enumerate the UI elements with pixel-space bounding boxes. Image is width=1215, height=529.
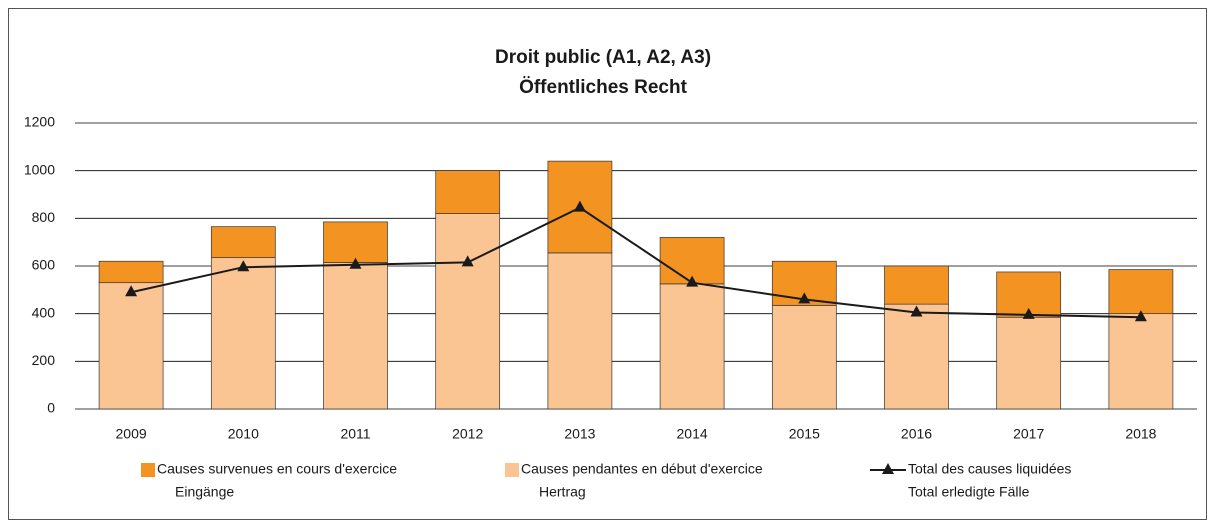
legend-label: Total erledigte Fälle <box>908 484 1030 500</box>
line-series <box>130 206 1141 319</box>
x-tick-label: 2017 <box>1013 426 1044 442</box>
line-marker <box>1022 307 1035 319</box>
bar-segment <box>1108 269 1174 315</box>
bar-segment <box>435 213 501 410</box>
line-marker <box>798 292 811 304</box>
line-marker <box>461 255 474 267</box>
x-tick-label: 2018 <box>1125 426 1156 442</box>
y-tick-label: 1200 <box>24 114 55 130</box>
bar-segment <box>1108 313 1174 410</box>
bar-segment <box>210 226 276 259</box>
bar-segment <box>323 262 388 410</box>
y-tick-label: 200 <box>32 352 56 368</box>
legend-swatch <box>505 463 519 477</box>
legend-label: Hertrag <box>539 484 586 500</box>
line-marker <box>573 200 586 212</box>
bar-segment <box>547 252 613 410</box>
x-tick-label: 2013 <box>564 426 595 442</box>
bar-segment <box>659 283 725 410</box>
legend-label: Causes survenues en cours d'exercice <box>157 461 397 477</box>
y-tick-label: 600 <box>32 257 56 273</box>
x-tick-label: 2014 <box>677 426 708 442</box>
legend-label: Causes pendantes en début d'exercice <box>521 461 763 477</box>
x-tick-label: 2009 <box>116 426 147 442</box>
bar-segment <box>210 257 276 410</box>
line-marker <box>1134 310 1147 322</box>
line-marker <box>349 257 362 269</box>
chart-subtitle: Öffentliches Recht <box>519 77 688 98</box>
line-marker <box>125 285 138 297</box>
legend-marker <box>882 463 894 474</box>
line-marker <box>237 260 250 272</box>
x-tick-label: 2012 <box>452 426 483 442</box>
line-marker <box>686 275 699 287</box>
y-tick-label: 800 <box>32 209 56 225</box>
bar-segment <box>98 260 164 284</box>
y-tick-label: 400 <box>32 304 56 320</box>
legend-label: Eingänge <box>175 484 234 500</box>
x-tick-label: 2011 <box>340 426 370 442</box>
x-tick-label: 2010 <box>228 426 259 442</box>
bar-segment <box>98 282 164 410</box>
bar-segment <box>884 265 949 305</box>
x-tick-label: 2015 <box>789 426 820 442</box>
line-marker <box>910 305 923 317</box>
legend-swatch <box>141 463 155 477</box>
bar-segment <box>323 221 388 263</box>
bar-segment <box>996 316 1062 410</box>
chart-title: Droit public (A1, A2, A3) <box>495 47 711 68</box>
legend-label: Total des causes liquidées <box>908 461 1071 477</box>
bar-segment <box>884 303 949 410</box>
y-tick-label: 0 <box>47 400 55 416</box>
y-tick-label: 1000 <box>24 161 55 177</box>
bar-segment <box>771 304 837 410</box>
bar-segment <box>435 170 501 214</box>
x-tick-label: 2016 <box>901 426 932 442</box>
